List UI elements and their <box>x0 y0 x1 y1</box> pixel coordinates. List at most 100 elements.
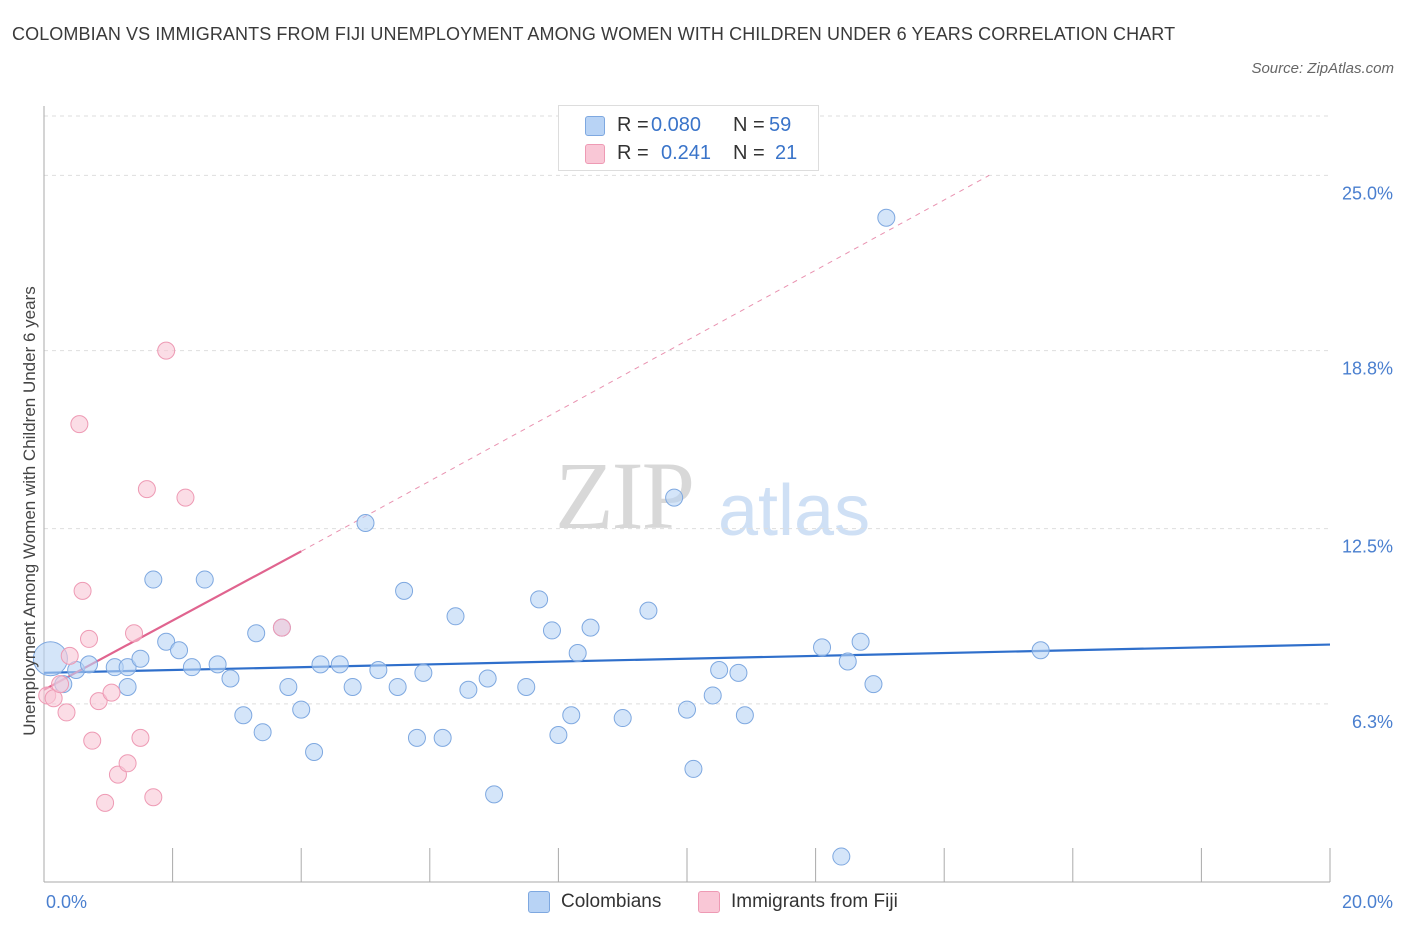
fiji-point <box>125 624 144 643</box>
fiji-point <box>102 683 121 702</box>
colombian-point <box>182 658 201 677</box>
legend-n-label: N = <box>733 142 765 164</box>
legend-n-value: 59 <box>769 114 792 136</box>
colombian-point <box>813 638 832 657</box>
source-credit: Source: ZipAtlas.com <box>1251 60 1394 77</box>
colombian-point <box>864 675 883 694</box>
fiji-point <box>73 581 92 600</box>
y-tick-label: 18.8% <box>1342 359 1393 379</box>
colombian-point <box>279 677 298 696</box>
colombian-point <box>221 669 240 688</box>
fiji-point <box>272 618 291 637</box>
colombian-point <box>735 706 754 725</box>
colombian-point <box>208 655 227 674</box>
fiji-point <box>131 728 150 747</box>
colombians-swatch <box>585 116 605 136</box>
colombian-point <box>292 700 311 719</box>
colombian-point <box>549 726 568 745</box>
colombians-swatch <box>528 891 550 913</box>
axes <box>43 106 1331 883</box>
colombian-point <box>305 742 324 761</box>
colombian-point <box>485 785 504 804</box>
colombians-trend-line <box>43 643 1331 674</box>
fiji-trend-extension <box>300 174 990 552</box>
fiji-point <box>137 480 156 499</box>
colombian-point <box>678 700 696 719</box>
legend-r-label: R = <box>617 142 649 164</box>
fiji-point <box>176 488 195 507</box>
colombian-point <box>253 723 272 742</box>
colombian-point <box>710 661 729 680</box>
colombian-point <box>369 661 388 680</box>
colombian-point <box>388 677 407 696</box>
colombian-point <box>478 669 497 688</box>
fiji-swatch <box>585 144 605 164</box>
colombian-point <box>234 706 253 725</box>
colombian-point <box>80 655 99 674</box>
colombian-point <box>247 624 266 643</box>
colombian-point <box>356 514 375 533</box>
colombian-point <box>562 706 581 725</box>
colombian-point <box>311 655 330 674</box>
colombian-point <box>459 680 478 699</box>
colombian-point <box>118 677 137 696</box>
legend-label: Colombians <box>561 891 662 912</box>
colombian-point <box>433 728 452 747</box>
colombian-point <box>838 652 857 671</box>
fiji-point <box>83 731 102 750</box>
fiji-point <box>118 754 137 773</box>
fiji-point <box>57 703 76 722</box>
fiji-point <box>70 415 89 434</box>
colombian-point <box>851 632 870 651</box>
legend-n-label: N = <box>733 114 765 136</box>
x-tick-label: 20.0% <box>1342 892 1393 912</box>
correlation-legend: R = 0.080 N = 59 R = 0.241 N = 21 <box>558 105 819 171</box>
colombian-point <box>157 632 176 651</box>
colombian-point <box>131 649 150 668</box>
x-tick-label: 0.0% <box>46 892 87 912</box>
colombian-point <box>877 208 896 227</box>
y-tick-label: 12.5% <box>1342 537 1393 557</box>
colombian-point <box>729 663 748 682</box>
colombian-point <box>665 488 684 507</box>
colombian-point <box>684 759 703 778</box>
colombian-point <box>343 677 362 696</box>
grid-lines <box>44 115 1330 705</box>
fiji-point <box>157 341 176 360</box>
fiji-point <box>80 629 99 648</box>
legend-r-label: R = <box>617 114 649 136</box>
colombian-point <box>542 621 561 640</box>
fiji-point <box>89 692 108 711</box>
colombian-point <box>195 570 214 589</box>
legend-r-value: 0.241 <box>661 142 712 164</box>
legend-label: Immigrants from Fiji <box>731 891 898 912</box>
y-axis-title: Unemployment Among Women with Children U… <box>20 286 39 735</box>
watermark-atlas: atlas <box>718 471 871 551</box>
chart-title: COLOMBIAN VS IMMIGRANTS FROM FIJI UNEMPL… <box>12 24 1176 44</box>
colombian-point <box>414 663 433 682</box>
colombian-point <box>530 590 549 609</box>
y-tick-label: 6.3% <box>1352 712 1393 732</box>
colombian-point <box>446 607 465 626</box>
colombian-point <box>330 655 349 674</box>
colombian-point <box>395 581 414 600</box>
colombian-point <box>407 728 426 747</box>
fiji-point <box>60 646 79 665</box>
colombian-point <box>170 641 189 660</box>
colombian-point <box>639 601 658 620</box>
colombian-point <box>581 618 600 637</box>
colombian-point <box>144 570 163 589</box>
fiji-swatch <box>698 891 720 913</box>
colombian-point <box>568 644 587 663</box>
y-tick-label: 25.0% <box>1342 183 1393 203</box>
colombian-point <box>1031 641 1050 660</box>
axis-labels: 6.3% 12.5% 18.8% 25.0% 0.0% 20.0% Unemployment… <box>20 183 1393 912</box>
colombian-point <box>118 658 137 677</box>
trend-lines <box>43 174 1331 691</box>
fiji-point <box>144 788 163 807</box>
colombian-point <box>613 709 632 728</box>
legend-n-value: 21 <box>775 142 798 164</box>
colombian-point <box>832 847 851 866</box>
fiji-point <box>96 793 115 812</box>
